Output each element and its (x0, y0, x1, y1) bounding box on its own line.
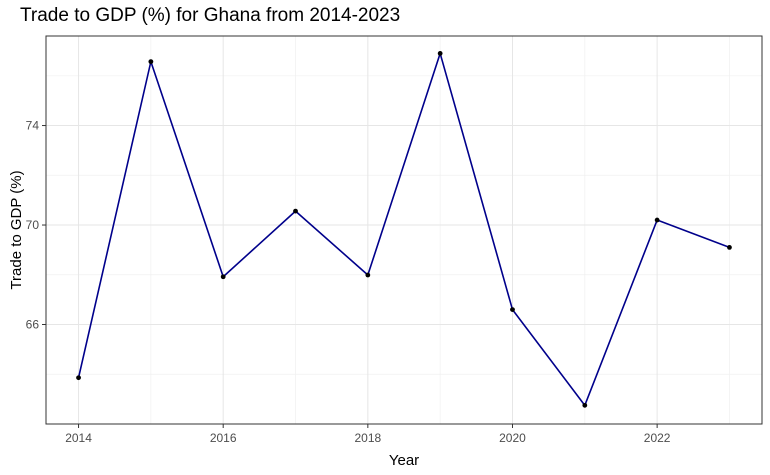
y-tick-label: 70 (26, 218, 40, 232)
plot-panel (46, 36, 762, 424)
x-tick-label: 2014 (65, 431, 92, 445)
x-axis: 2014 2016 2018 2020 2022 (65, 424, 671, 445)
series-line (77, 52, 730, 407)
x-axis-title: Year (389, 452, 419, 469)
y-axis: 66 70 74 (26, 119, 46, 332)
x-tick-label: 2022 (644, 431, 671, 445)
panel-border (45, 35, 763, 425)
data-point (437, 51, 443, 56)
data-point (510, 307, 515, 312)
data-point (148, 59, 154, 65)
data-point (582, 402, 588, 408)
x-tick-label: 2020 (499, 431, 526, 445)
series-layer (76, 51, 732, 408)
x-tick-label: 2016 (210, 431, 237, 445)
data-point (727, 245, 732, 250)
x-tick-label: 2018 (354, 431, 381, 445)
data-point (365, 272, 371, 278)
data-point (220, 274, 226, 280)
data-point (293, 208, 298, 214)
y-tick-label: 66 (26, 318, 40, 332)
grid (46, 36, 762, 424)
data-point (76, 375, 81, 381)
chart-title: Trade to GDP (%) for Ghana from 2014-202… (20, 5, 401, 26)
y-axis-title: Trade to GDP (%) (8, 170, 25, 289)
y-tick-label: 74 (26, 119, 40, 133)
data-point (654, 217, 660, 223)
